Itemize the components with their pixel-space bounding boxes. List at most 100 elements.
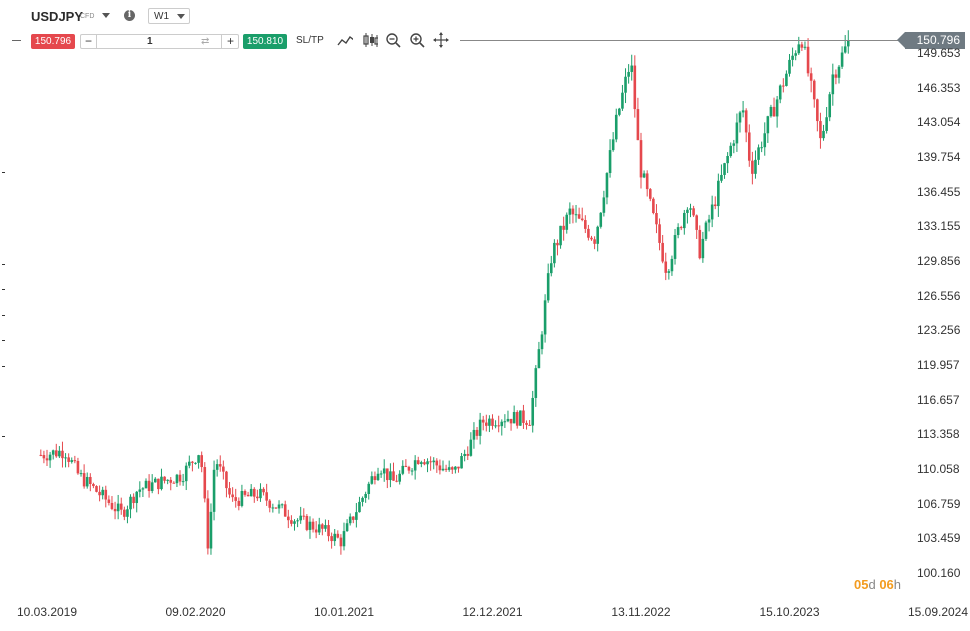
- candle-body: [200, 455, 203, 468]
- candle-body: [61, 450, 64, 459]
- countdown-days-unit: d: [868, 577, 876, 592]
- candle-body: [150, 482, 154, 492]
- candle-body: [203, 467, 207, 499]
- candle-body: [460, 456, 463, 469]
- candle-body: [741, 110, 745, 113]
- candle-body: [231, 494, 234, 498]
- candle-body: [491, 418, 494, 426]
- left-tick: [2, 340, 5, 341]
- candle-body: [701, 238, 705, 259]
- candlestick-icon[interactable]: [362, 31, 378, 47]
- candle-body: [153, 478, 157, 483]
- candle-body: [290, 520, 293, 524]
- candle-body: [404, 465, 408, 467]
- candle-body: [577, 214, 581, 219]
- candle-body: [481, 419, 485, 423]
- info-icon[interactable]: i: [124, 10, 135, 21]
- candle-body: [191, 461, 194, 463]
- swap-icon[interactable]: ⇄: [201, 36, 210, 47]
- candle-body: [386, 468, 389, 481]
- candle-body: [553, 242, 556, 264]
- candle-body: [469, 439, 473, 456]
- candle-body: [129, 496, 132, 510]
- candle-body: [812, 80, 816, 100]
- candle-body: [407, 466, 411, 471]
- candle-body: [466, 453, 470, 456]
- candle-body: [596, 226, 599, 244]
- sell-button[interactable]: 150.796: [31, 34, 75, 49]
- candle-body: [48, 454, 52, 461]
- candle-body: [438, 465, 442, 471]
- quantity-input[interactable]: 1: [147, 36, 153, 47]
- candle-body: [803, 46, 807, 48]
- candle-body: [98, 491, 101, 496]
- candle-body: [744, 110, 748, 133]
- candle-body: [822, 130, 825, 139]
- candle-body: [800, 44, 804, 48]
- sltp-button[interactable]: SL/TP: [296, 35, 324, 46]
- candle-body: [655, 213, 658, 225]
- candle-body: [262, 488, 265, 493]
- candle-body: [126, 509, 129, 517]
- candle-body: [423, 462, 426, 465]
- candle-body: [268, 500, 272, 508]
- candle-body: [67, 457, 70, 462]
- candle-body: [138, 489, 142, 492]
- candle-body: [797, 44, 801, 54]
- candle-body: [95, 486, 98, 492]
- candle-body: [568, 208, 572, 215]
- candle-body: [667, 271, 671, 273]
- candle-body: [420, 462, 423, 465]
- candle-body: [225, 471, 228, 489]
- candle-body: [636, 109, 640, 141]
- decrease-button[interactable]: −: [85, 34, 93, 48]
- increase-button[interactable]: +: [226, 34, 234, 48]
- candle-body: [605, 173, 609, 198]
- candle-body: [79, 473, 83, 475]
- candle-body: [772, 106, 776, 117]
- candle-body: [209, 511, 213, 549]
- collapse-icon[interactable]: [12, 40, 21, 41]
- left-tick: [2, 315, 5, 316]
- candle-body: [116, 503, 120, 512]
- candle-body: [447, 467, 451, 470]
- candle-body: [676, 227, 680, 236]
- zoom-in-icon[interactable]: [409, 32, 425, 48]
- candle-body: [178, 474, 182, 482]
- candle-body: [413, 460, 417, 471]
- symbol-dropdown-icon[interactable]: [102, 13, 110, 18]
- candle-body: [246, 494, 250, 497]
- candle-body: [444, 468, 448, 470]
- line-chart-icon[interactable]: [337, 33, 353, 49]
- move-icon[interactable]: [433, 32, 449, 48]
- zoom-out-icon[interactable]: [385, 32, 401, 48]
- candle-body: [704, 222, 708, 239]
- time-tick-label: 10.03.2019: [16, 605, 78, 619]
- candle-body: [658, 224, 661, 243]
- candle-body: [500, 421, 504, 427]
- candle-body: [240, 490, 244, 506]
- price-tick-label: 103.459: [917, 531, 961, 546]
- price-tick-label: 110.058: [917, 462, 960, 476]
- candle-body: [314, 529, 318, 533]
- candle-body: [249, 488, 253, 497]
- candle-body: [330, 536, 333, 542]
- candle-body: [559, 225, 562, 246]
- candle-body: [355, 512, 358, 520]
- symbol-name[interactable]: USDJPY: [31, 9, 84, 24]
- candle-body: [234, 497, 238, 501]
- candle-body: [333, 533, 337, 542]
- buy-button[interactable]: 150.810: [243, 34, 287, 49]
- candle-body: [398, 473, 401, 482]
- candle-body: [237, 500, 241, 506]
- candle-body: [503, 421, 507, 423]
- candle-body: [673, 235, 677, 259]
- candle-body: [243, 490, 247, 495]
- timeframe-select[interactable]: W1: [148, 8, 190, 24]
- candle-body: [509, 418, 513, 424]
- candle-body: [311, 521, 315, 530]
- countdown-hours-unit: h: [893, 577, 902, 592]
- time-tick-label: 09.02.2020: [165, 605, 226, 619]
- quantity-stepper[interactable]: − 1 ⇄ +: [80, 34, 239, 49]
